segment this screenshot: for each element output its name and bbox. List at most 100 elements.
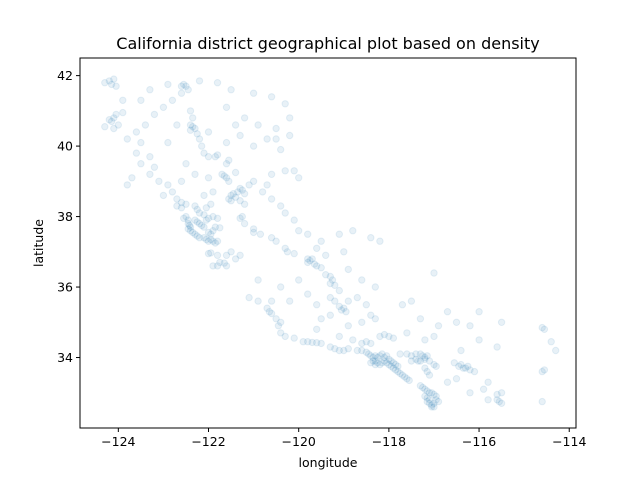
data-point	[123, 181, 132, 189]
data-point	[362, 348, 370, 356]
data-point	[256, 230, 265, 238]
data-point	[277, 283, 285, 291]
data-point	[304, 290, 312, 298]
data-point	[391, 366, 400, 374]
data-point	[191, 202, 199, 210]
data-point	[389, 359, 398, 367]
data-point	[267, 297, 276, 305]
data-point	[186, 126, 195, 134]
data-point	[185, 221, 194, 230]
y-axis: 34 36 38 40 42	[57, 68, 80, 365]
data-point	[295, 174, 303, 182]
data-point	[475, 308, 483, 316]
data-point	[110, 75, 118, 83]
data-point	[295, 276, 303, 284]
data-point	[204, 128, 213, 136]
data-point	[182, 212, 190, 221]
data-point	[193, 205, 201, 214]
data-point	[385, 332, 393, 341]
data-point	[204, 228, 213, 237]
data-point	[240, 114, 249, 122]
data-point	[340, 248, 348, 256]
data-point	[204, 174, 213, 182]
data-point	[317, 339, 325, 348]
data-point	[168, 188, 177, 196]
scatter-points	[101, 75, 560, 411]
data-point	[421, 336, 429, 344]
data-point	[281, 332, 289, 341]
data-point	[189, 114, 197, 122]
data-point	[434, 397, 443, 406]
data-point	[222, 103, 231, 112]
chart-title: California district geographical plot ba…	[116, 34, 539, 53]
data-point	[245, 293, 253, 302]
data-point	[222, 251, 231, 260]
data-point	[464, 362, 472, 370]
data-point	[547, 338, 555, 346]
data-point	[369, 353, 377, 362]
data-point	[267, 234, 276, 242]
data-point	[213, 79, 222, 87]
data-point	[164, 138, 172, 147]
data-point	[202, 204, 211, 212]
data-point	[137, 138, 145, 147]
data-point	[267, 93, 276, 101]
data-point	[180, 80, 188, 89]
data-point	[238, 186, 247, 194]
data-point	[538, 323, 546, 332]
data-point	[146, 153, 154, 161]
data-point	[204, 153, 213, 161]
data-point	[272, 315, 280, 323]
data-point	[272, 237, 280, 245]
data-point	[286, 114, 294, 122]
data-point	[317, 264, 325, 272]
data-point	[227, 197, 235, 205]
data-point	[337, 306, 346, 314]
data-point	[290, 167, 298, 175]
data-point	[200, 223, 208, 231]
data-point	[231, 255, 240, 263]
data-point	[286, 297, 294, 305]
x-tick-label: −118	[372, 434, 406, 449]
data-point	[240, 190, 249, 198]
data-point	[240, 219, 249, 228]
data-point	[353, 346, 361, 355]
data-point	[380, 330, 389, 339]
y-tick-label: 36	[57, 280, 73, 295]
data-point	[209, 262, 217, 270]
data-point	[236, 251, 244, 260]
data-point	[186, 227, 195, 235]
data-point	[254, 276, 262, 284]
data-point	[335, 230, 343, 238]
data-point	[376, 237, 384, 245]
data-point	[231, 193, 240, 201]
data-point	[416, 382, 425, 390]
data-point	[452, 318, 461, 326]
data-point	[213, 237, 222, 245]
data-point	[277, 329, 285, 337]
data-point	[403, 350, 411, 358]
data-point	[195, 77, 204, 85]
data-point	[466, 322, 474, 330]
data-point	[189, 123, 197, 131]
data-point	[119, 96, 127, 105]
data-point	[310, 260, 319, 268]
data-point	[403, 329, 411, 337]
data-point	[155, 177, 163, 186]
data-point	[173, 121, 181, 129]
data-point	[281, 209, 289, 217]
plot-area	[79, 57, 577, 429]
data-point	[150, 163, 159, 171]
data-point	[180, 214, 188, 223]
data-point	[200, 234, 208, 242]
data-point	[107, 117, 116, 126]
data-point	[419, 383, 427, 392]
data-point	[110, 114, 118, 122]
data-point	[313, 244, 321, 253]
x-tick-label: −114	[552, 434, 586, 449]
data-point	[137, 160, 145, 168]
data-point	[425, 357, 434, 365]
data-point	[211, 153, 220, 161]
data-point	[164, 80, 172, 89]
